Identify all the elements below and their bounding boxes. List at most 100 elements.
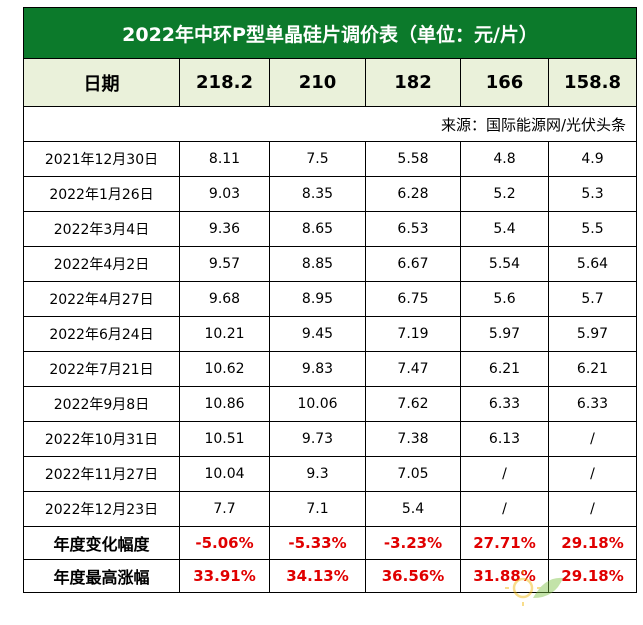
- price-cell: 7.38: [365, 421, 461, 457]
- price-cell: 6.33: [460, 386, 549, 422]
- change-cell: 31.88%: [460, 559, 549, 593]
- header-row: 日期 218.2 210 182 166 158.8: [23, 58, 638, 107]
- price-cell: 5.64: [547, 246, 638, 282]
- price-cell: 10.21: [179, 316, 270, 352]
- table-row: 2022年1月26日 9.03 8.35 6.28 5.2 5.3: [23, 176, 638, 212]
- table-row: 2022年12月23日 7.7 7.1 5.4 / /: [23, 491, 638, 527]
- price-cell: 6.33: [547, 386, 638, 422]
- price-cell: 9.57: [179, 246, 270, 282]
- table-row: 2022年4月27日 9.68 8.95 6.75 5.6 5.7: [23, 281, 638, 317]
- price-cell: /: [547, 421, 638, 457]
- source-note: 来源：国际能源网/光伏头条: [22, 106, 638, 142]
- table-row: 2022年11月27日 10.04 9.3 7.05 / /: [23, 456, 638, 492]
- date-cell: 2021年12月30日: [23, 141, 180, 177]
- price-cell: 9.73: [269, 421, 366, 457]
- price-cell: 9.68: [179, 281, 270, 317]
- change-cell: -5.33%: [269, 526, 366, 560]
- price-cell: 6.53: [365, 211, 461, 247]
- price-cell: 8.11: [179, 141, 270, 177]
- price-cell: 7.1: [269, 491, 366, 527]
- size-column-header: 218.2: [179, 58, 270, 107]
- summary-label: 年度变化幅度: [23, 526, 180, 560]
- price-cell: 7.7: [179, 491, 270, 527]
- date-cell: 2022年1月26日: [23, 176, 180, 212]
- price-cell: 5.4: [460, 211, 549, 247]
- table-row: 2021年12月30日 8.11 7.5 5.58 4.8 4.9: [23, 141, 638, 177]
- date-cell: 2022年3月4日: [23, 211, 180, 247]
- change-cell: 27.71%: [460, 526, 549, 560]
- annual-change-row: 年度变化幅度 -5.06% -5.33% -3.23% 27.71% 29.18…: [23, 526, 638, 560]
- price-cell: /: [547, 491, 638, 527]
- price-cell: 6.75: [365, 281, 461, 317]
- price-cell: 8.85: [269, 246, 366, 282]
- source-row: 来源：国际能源网/光伏头条: [22, 106, 638, 142]
- price-cell: 6.21: [460, 351, 549, 387]
- price-cell: 10.86: [179, 386, 270, 422]
- table-row: 2022年4月2日 9.57 8.85 6.67 5.54 5.64: [23, 246, 638, 282]
- price-cell: 5.54: [460, 246, 549, 282]
- table-title: 2022年中环P型单晶硅片调价表（单位：元/片）: [22, 7, 638, 59]
- price-cell: 10.62: [179, 351, 270, 387]
- price-cell: 5.2: [460, 176, 549, 212]
- date-cell: 2022年10月31日: [23, 421, 180, 457]
- price-adjustment-table: 2022年中环P型单晶硅片调价表（单位：元/片） 日期 218.2 210 18…: [22, 7, 638, 593]
- price-cell: 7.47: [365, 351, 461, 387]
- price-cell: 10.06: [269, 386, 366, 422]
- price-cell: 7.62: [365, 386, 461, 422]
- table-row: 2022年7月21日 10.62 9.83 7.47 6.21 6.21: [23, 351, 638, 387]
- date-cell: 2022年12月23日: [23, 491, 180, 527]
- price-cell: 4.9: [547, 141, 638, 177]
- date-cell: 2022年4月27日: [23, 281, 180, 317]
- title-row: 2022年中环P型单晶硅片调价表（单位：元/片）: [22, 7, 638, 59]
- price-cell: 9.3: [269, 456, 366, 492]
- price-cell: 8.65: [269, 211, 366, 247]
- annual-max-increase-row: 年度最高涨幅 33.91% 34.13% 36.56% 31.88% 29.18…: [23, 559, 638, 593]
- change-cell: 29.18%: [547, 526, 638, 560]
- price-cell: 7.05: [365, 456, 461, 492]
- price-cell: 5.58: [365, 141, 461, 177]
- date-column-header: 日期: [23, 58, 180, 107]
- price-cell: 5.97: [460, 316, 549, 352]
- date-cell: 2022年6月24日: [23, 316, 180, 352]
- change-cell: -3.23%: [365, 526, 461, 560]
- size-column-header: 166: [460, 58, 549, 107]
- summary-label: 年度最高涨幅: [23, 559, 180, 593]
- price-cell: 6.21: [547, 351, 638, 387]
- date-cell: 2022年11月27日: [23, 456, 180, 492]
- size-column-header: 210: [269, 58, 366, 107]
- price-cell: 5.97: [547, 316, 638, 352]
- price-cell: 9.36: [179, 211, 270, 247]
- change-cell: 33.91%: [179, 559, 270, 593]
- price-cell: 5.5: [547, 211, 638, 247]
- size-column-header: 158.8: [547, 58, 638, 107]
- date-cell: 2022年4月2日: [23, 246, 180, 282]
- price-cell: 4.8: [460, 141, 549, 177]
- table-row: 2022年3月4日 9.36 8.65 6.53 5.4 5.5: [23, 211, 638, 247]
- size-column-header: 182: [365, 58, 461, 107]
- price-cell: 6.67: [365, 246, 461, 282]
- price-cell: 10.04: [179, 456, 270, 492]
- price-cell: 5.7: [547, 281, 638, 317]
- price-cell: 7.19: [365, 316, 461, 352]
- price-cell: 5.3: [547, 176, 638, 212]
- change-cell: -5.06%: [179, 526, 270, 560]
- price-cell: 8.35: [269, 176, 366, 212]
- price-cell: 7.5: [269, 141, 366, 177]
- price-cell: 9.03: [179, 176, 270, 212]
- price-cell: /: [547, 456, 638, 492]
- table-row: 2022年10月31日 10.51 9.73 7.38 6.13 /: [23, 421, 638, 457]
- date-cell: 2022年7月21日: [23, 351, 180, 387]
- price-cell: 8.95: [269, 281, 366, 317]
- change-cell: 34.13%: [269, 559, 366, 593]
- price-cell: /: [460, 456, 549, 492]
- price-cell: 9.83: [269, 351, 366, 387]
- date-cell: 2022年9月8日: [23, 386, 180, 422]
- price-cell: 5.6: [460, 281, 549, 317]
- table-row: 2022年6月24日 10.21 9.45 7.19 5.97 5.97: [23, 316, 638, 352]
- price-cell: 6.28: [365, 176, 461, 212]
- table-row: 2022年9月8日 10.86 10.06 7.62 6.33 6.33: [23, 386, 638, 422]
- price-cell: 10.51: [179, 421, 270, 457]
- price-cell: 5.4: [365, 491, 461, 527]
- price-cell: /: [460, 491, 549, 527]
- change-cell: 36.56%: [365, 559, 461, 593]
